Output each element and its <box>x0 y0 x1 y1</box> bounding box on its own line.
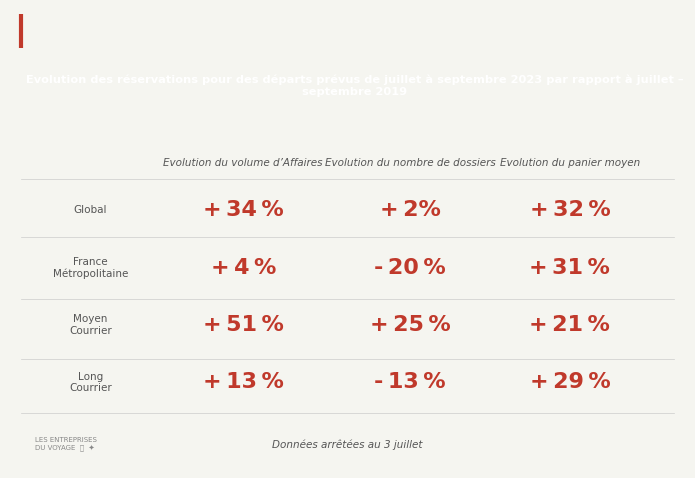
Text: + 13 %: + 13 % <box>203 372 284 392</box>
Text: Moyen
Courrier: Moyen Courrier <box>69 314 112 336</box>
Text: + 2%: + 2% <box>379 200 441 220</box>
Text: Global: Global <box>74 206 107 215</box>
Text: + 32 %: + 32 % <box>530 200 610 220</box>
Text: Evolution des réservations pour des départs prévus de juillet à septembre 2023 p: Evolution des réservations pour des dépa… <box>26 75 683 97</box>
Text: LES ENTREPRISES
DU VOYAGE  ⓪  ✦: LES ENTREPRISES DU VOYAGE ⓪ ✦ <box>35 437 97 452</box>
Text: + 4 %: + 4 % <box>211 258 276 278</box>
Text: Evolution du nombre de dossiers: Evolution du nombre de dossiers <box>325 158 496 167</box>
Text: + 25 %: + 25 % <box>370 315 450 335</box>
Text: France
Métropolitaine: France Métropolitaine <box>53 257 128 279</box>
Text: Evolution du panier moyen: Evolution du panier moyen <box>500 158 640 167</box>
Text: + 34 %: + 34 % <box>203 200 284 220</box>
Text: + 21 %: + 21 % <box>530 315 610 335</box>
Text: - 13 %: - 13 % <box>374 372 446 392</box>
Text: Evolution du volume d’Affaires: Evolution du volume d’Affaires <box>163 158 323 167</box>
Text: - 20 %: - 20 % <box>374 258 446 278</box>
Text: + 31 %: + 31 % <box>530 258 610 278</box>
Text: + 29 %: + 29 % <box>530 372 610 392</box>
Text: Données arrêtées au 3 juillet: Données arrêtées au 3 juillet <box>272 439 423 450</box>
Text: Long
Courrier: Long Courrier <box>69 371 112 393</box>
Text: + 51 %: + 51 % <box>203 315 284 335</box>
